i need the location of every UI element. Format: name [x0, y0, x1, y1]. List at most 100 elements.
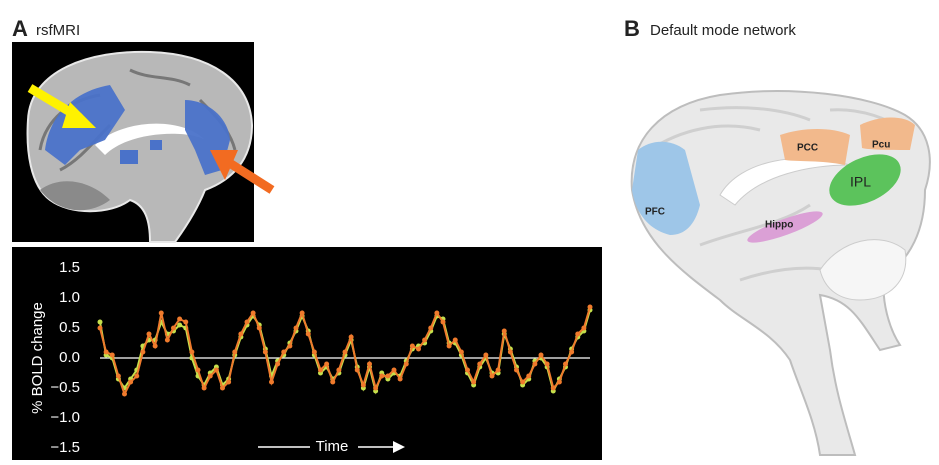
series-point: [343, 350, 348, 355]
series-point: [147, 332, 152, 337]
series-point: [532, 362, 537, 367]
series-point: [220, 386, 225, 391]
series-point: [208, 374, 213, 379]
y-tick-label: −0.5: [50, 379, 80, 396]
series-point: [514, 368, 519, 373]
series-point: [367, 362, 372, 367]
series-point: [471, 380, 476, 385]
series-point: [539, 353, 544, 358]
series-point: [269, 380, 274, 385]
series-point: [226, 380, 231, 385]
series-point: [557, 380, 562, 385]
panel-letter: B: [624, 16, 640, 41]
series-point: [196, 368, 201, 373]
series-point: [490, 374, 495, 379]
y-axis-label: % BOLD change: [29, 302, 46, 414]
figure-canvas: A rsfMRI 1.51.00.50.0−0.5−1.0−1.5% BOLD …: [0, 0, 939, 465]
series-point: [483, 353, 488, 358]
panel-title: Default mode network: [650, 22, 796, 39]
series-point: [459, 350, 464, 355]
series-point: [202, 386, 207, 391]
series-point: [563, 362, 568, 367]
series-point: [410, 344, 415, 349]
series-point: [257, 326, 262, 331]
series-point: [306, 332, 311, 337]
series-point: [128, 380, 133, 385]
series-point: [134, 374, 139, 379]
series-point: [104, 350, 109, 355]
series-point: [551, 386, 556, 391]
series-point: [581, 326, 586, 331]
y-tick-label: −1.0: [50, 409, 80, 426]
series-point: [165, 338, 170, 343]
series-point: [324, 362, 329, 367]
series-point: [477, 362, 482, 367]
series-point: [526, 374, 531, 379]
series-point: [122, 392, 127, 397]
series-point: [318, 368, 323, 373]
brain-illustration: PFC PCC Pcu IPL Hippo: [632, 91, 930, 455]
series-point: [214, 368, 219, 373]
series-point: [441, 320, 446, 325]
series-point: [502, 329, 507, 334]
series-point: [116, 374, 121, 379]
series-point: [373, 386, 378, 391]
series-point: [312, 350, 317, 355]
series-point: [275, 362, 280, 367]
series-point: [428, 326, 433, 331]
series-point: [294, 326, 299, 331]
series-point: [98, 326, 103, 331]
series-point: [520, 380, 525, 385]
series-point: [232, 350, 237, 355]
series-point: [588, 305, 593, 310]
chart-background: [12, 247, 602, 460]
series-point: [361, 383, 366, 388]
series-point: [545, 362, 550, 367]
series-point: [281, 350, 286, 355]
series-point: [263, 350, 268, 355]
x-axis-label: Time: [316, 438, 349, 455]
series-point: [453, 338, 458, 343]
series-point: [183, 320, 188, 325]
series-point: [287, 344, 292, 349]
series-point: [496, 368, 501, 373]
series-point: [385, 374, 390, 379]
series-point: [379, 374, 384, 379]
y-tick-label: −1.5: [50, 439, 80, 456]
panel-title: rsfMRI: [36, 22, 80, 39]
series-point: [422, 338, 427, 343]
series-point: [98, 320, 103, 325]
series-point: [251, 311, 256, 316]
series-point: [159, 311, 164, 316]
series-point: [238, 332, 243, 337]
series-point: [404, 362, 409, 367]
series-point: [245, 320, 250, 325]
series-point: [508, 350, 513, 355]
y-tick-label: 1.0: [59, 289, 80, 306]
series-point: [189, 350, 194, 355]
series-point: [447, 344, 452, 349]
series-point: [153, 344, 158, 349]
region-label: Hippo: [765, 220, 793, 231]
series-point: [569, 350, 574, 355]
series-point: [434, 311, 439, 316]
series-point: [398, 377, 403, 382]
y-tick-label: 0.5: [59, 319, 80, 336]
series-point: [336, 368, 341, 373]
panel-letter: A: [12, 16, 28, 41]
region-label: PFC: [645, 207, 665, 218]
series-point: [140, 350, 145, 355]
region-label: Pcu: [872, 140, 890, 151]
series-point: [349, 335, 354, 340]
series-point: [355, 368, 360, 373]
series-point: [177, 317, 182, 322]
series-point: [110, 353, 115, 358]
series-point: [416, 347, 421, 352]
series-point: [465, 368, 470, 373]
region-label: IPL: [850, 174, 871, 190]
series-point: [330, 380, 335, 385]
figure: A rsfMRI 1.51.00.50.0−0.5−1.0−1.5% BOLD …: [0, 0, 939, 465]
y-tick-label: 1.5: [59, 259, 80, 276]
series-point: [171, 326, 176, 331]
mri-image: [12, 42, 272, 242]
